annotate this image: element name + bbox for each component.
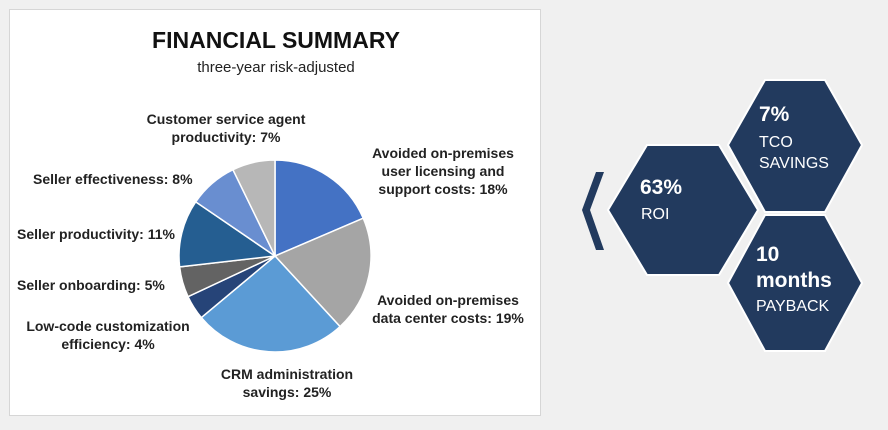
tco-hexagon [726,79,864,213]
slice-label: Avoided on-premises user licensing and sup… [372,145,514,197]
slice-label: Seller productivity: 11% [17,226,175,242]
slice-label: Seller effectiveness: 8% [33,171,193,187]
payback-label: PAYBACK [756,298,830,315]
slice-label: Avoided on-premises data center costs: 19… [372,292,524,326]
roi-label: ROI [641,206,670,223]
pie-slice [200,254,342,353]
slice-label: Customer service agent productivity: 7% [146,111,306,145]
roi-value: 63% [640,176,683,199]
slice-label: Seller onboarding: 5% [17,277,165,293]
pie-slice [231,159,276,257]
slice-label: Low-code customization efficiency: 4% [26,318,190,352]
payback-hexagon [726,214,864,352]
payback-value-number: 10 [756,243,780,266]
tco-label-line1: TCO [759,134,793,151]
financial-summary-card: FINANCIAL SUMMARY three-year risk-adjust… [9,9,541,416]
tco-value: 7% [759,103,790,126]
chart-title: FINANCIAL SUMMARY [152,27,400,53]
payback-value-unit: months [756,269,832,292]
chart-subtitle: three-year risk-adjusted [197,59,355,76]
chevron-left-icon [582,172,604,250]
pie-slice [178,200,278,268]
pie-slice [274,159,365,258]
pie-chart [178,159,372,353]
pie-slice [273,217,372,328]
tco-label-line2: SAVINGS [759,155,829,172]
roi-hexagon [606,144,760,276]
slice-label: CRM administration savings: 25% [220,366,354,400]
